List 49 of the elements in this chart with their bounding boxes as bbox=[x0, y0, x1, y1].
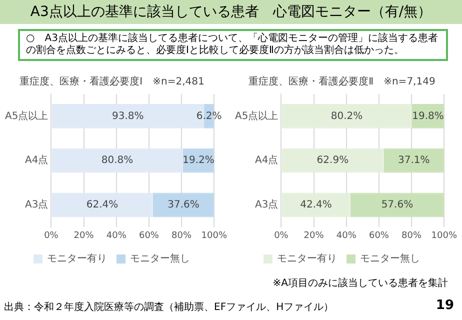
text: ○ A3点以上の基準に該当してる患者について、「心電図モニターの管理」に該当する患者の割合を点数ごとにみると、必要度Ⅰと比較して必要度Ⅱの方が該当割合は低かった。 bbox=[18, 29, 448, 61]
x-tick-label: 40% bbox=[336, 230, 357, 241]
text: 19 bbox=[436, 298, 454, 313]
bar bbox=[52, 192, 153, 218]
x-tick-label: 100% bbox=[201, 230, 228, 241]
x-tick-label: 0% bbox=[274, 230, 289, 241]
y-tick-label: A3点 bbox=[25, 198, 48, 211]
x-tick-label: 20% bbox=[304, 230, 324, 241]
legend-label: モニター無し bbox=[360, 252, 420, 265]
legend-label: モニター有り bbox=[47, 252, 107, 265]
x-tick-label: 80% bbox=[402, 230, 422, 241]
data-label: 37.1% bbox=[398, 155, 430, 166]
bar bbox=[282, 104, 412, 128]
text: ※A項目のみに該当している患者を集計 bbox=[272, 276, 448, 290]
data-label: 19.8% bbox=[412, 110, 444, 122]
data-label: 62.4% bbox=[86, 200, 118, 211]
x-tick-label: 20% bbox=[74, 230, 94, 241]
data-label: 93.8% bbox=[112, 110, 144, 122]
x-tick-label: 60% bbox=[138, 230, 160, 241]
data-label: 42.4% bbox=[300, 200, 332, 211]
x-tick-label: 80% bbox=[172, 230, 192, 241]
bar bbox=[282, 192, 350, 218]
x-tick-label: 0% bbox=[44, 230, 59, 241]
y-tick-label: A4点 bbox=[255, 154, 278, 166]
bar bbox=[282, 148, 384, 173]
text: A3点以上の基準に該当している患者 心電図モニター（有/無） bbox=[0, 0, 462, 24]
bar bbox=[350, 192, 444, 218]
x-tick-label: 100% bbox=[431, 230, 458, 241]
legend-label: モニター有り bbox=[277, 252, 337, 265]
bar bbox=[152, 192, 214, 218]
bar bbox=[384, 148, 444, 173]
chart-title: 重症度、医療・看護必要度Ⅱ ※n=7,149 bbox=[248, 76, 436, 88]
data-label: 80.8% bbox=[101, 155, 134, 166]
chart-title: 重症度、医療・看護必要度Ⅰ ※n=2,481 bbox=[20, 76, 204, 88]
x-tick-label: 60% bbox=[368, 230, 390, 241]
data-label: 62.9% bbox=[316, 155, 349, 166]
data-label: 19.2% bbox=[182, 155, 214, 166]
y-tick-label: A3点 bbox=[255, 198, 278, 211]
data-label: 57.6% bbox=[381, 200, 414, 211]
x-tick-label: 40% bbox=[106, 230, 127, 241]
data-label: 80.2% bbox=[330, 110, 363, 122]
bar bbox=[52, 148, 183, 173]
legend-label: モニター無し bbox=[130, 252, 190, 265]
y-tick-label: A4点 bbox=[25, 154, 48, 166]
y-tick-label: A5点以上 bbox=[5, 110, 48, 122]
data-label: 6.2% bbox=[196, 110, 222, 122]
source-note: 出典：令和２年度入院医療等の調査（補助票、EFファイル、Hファイル） bbox=[4, 300, 334, 314]
y-tick-label: A5点以上 bbox=[235, 110, 278, 122]
data-label: 37.6% bbox=[168, 200, 200, 211]
